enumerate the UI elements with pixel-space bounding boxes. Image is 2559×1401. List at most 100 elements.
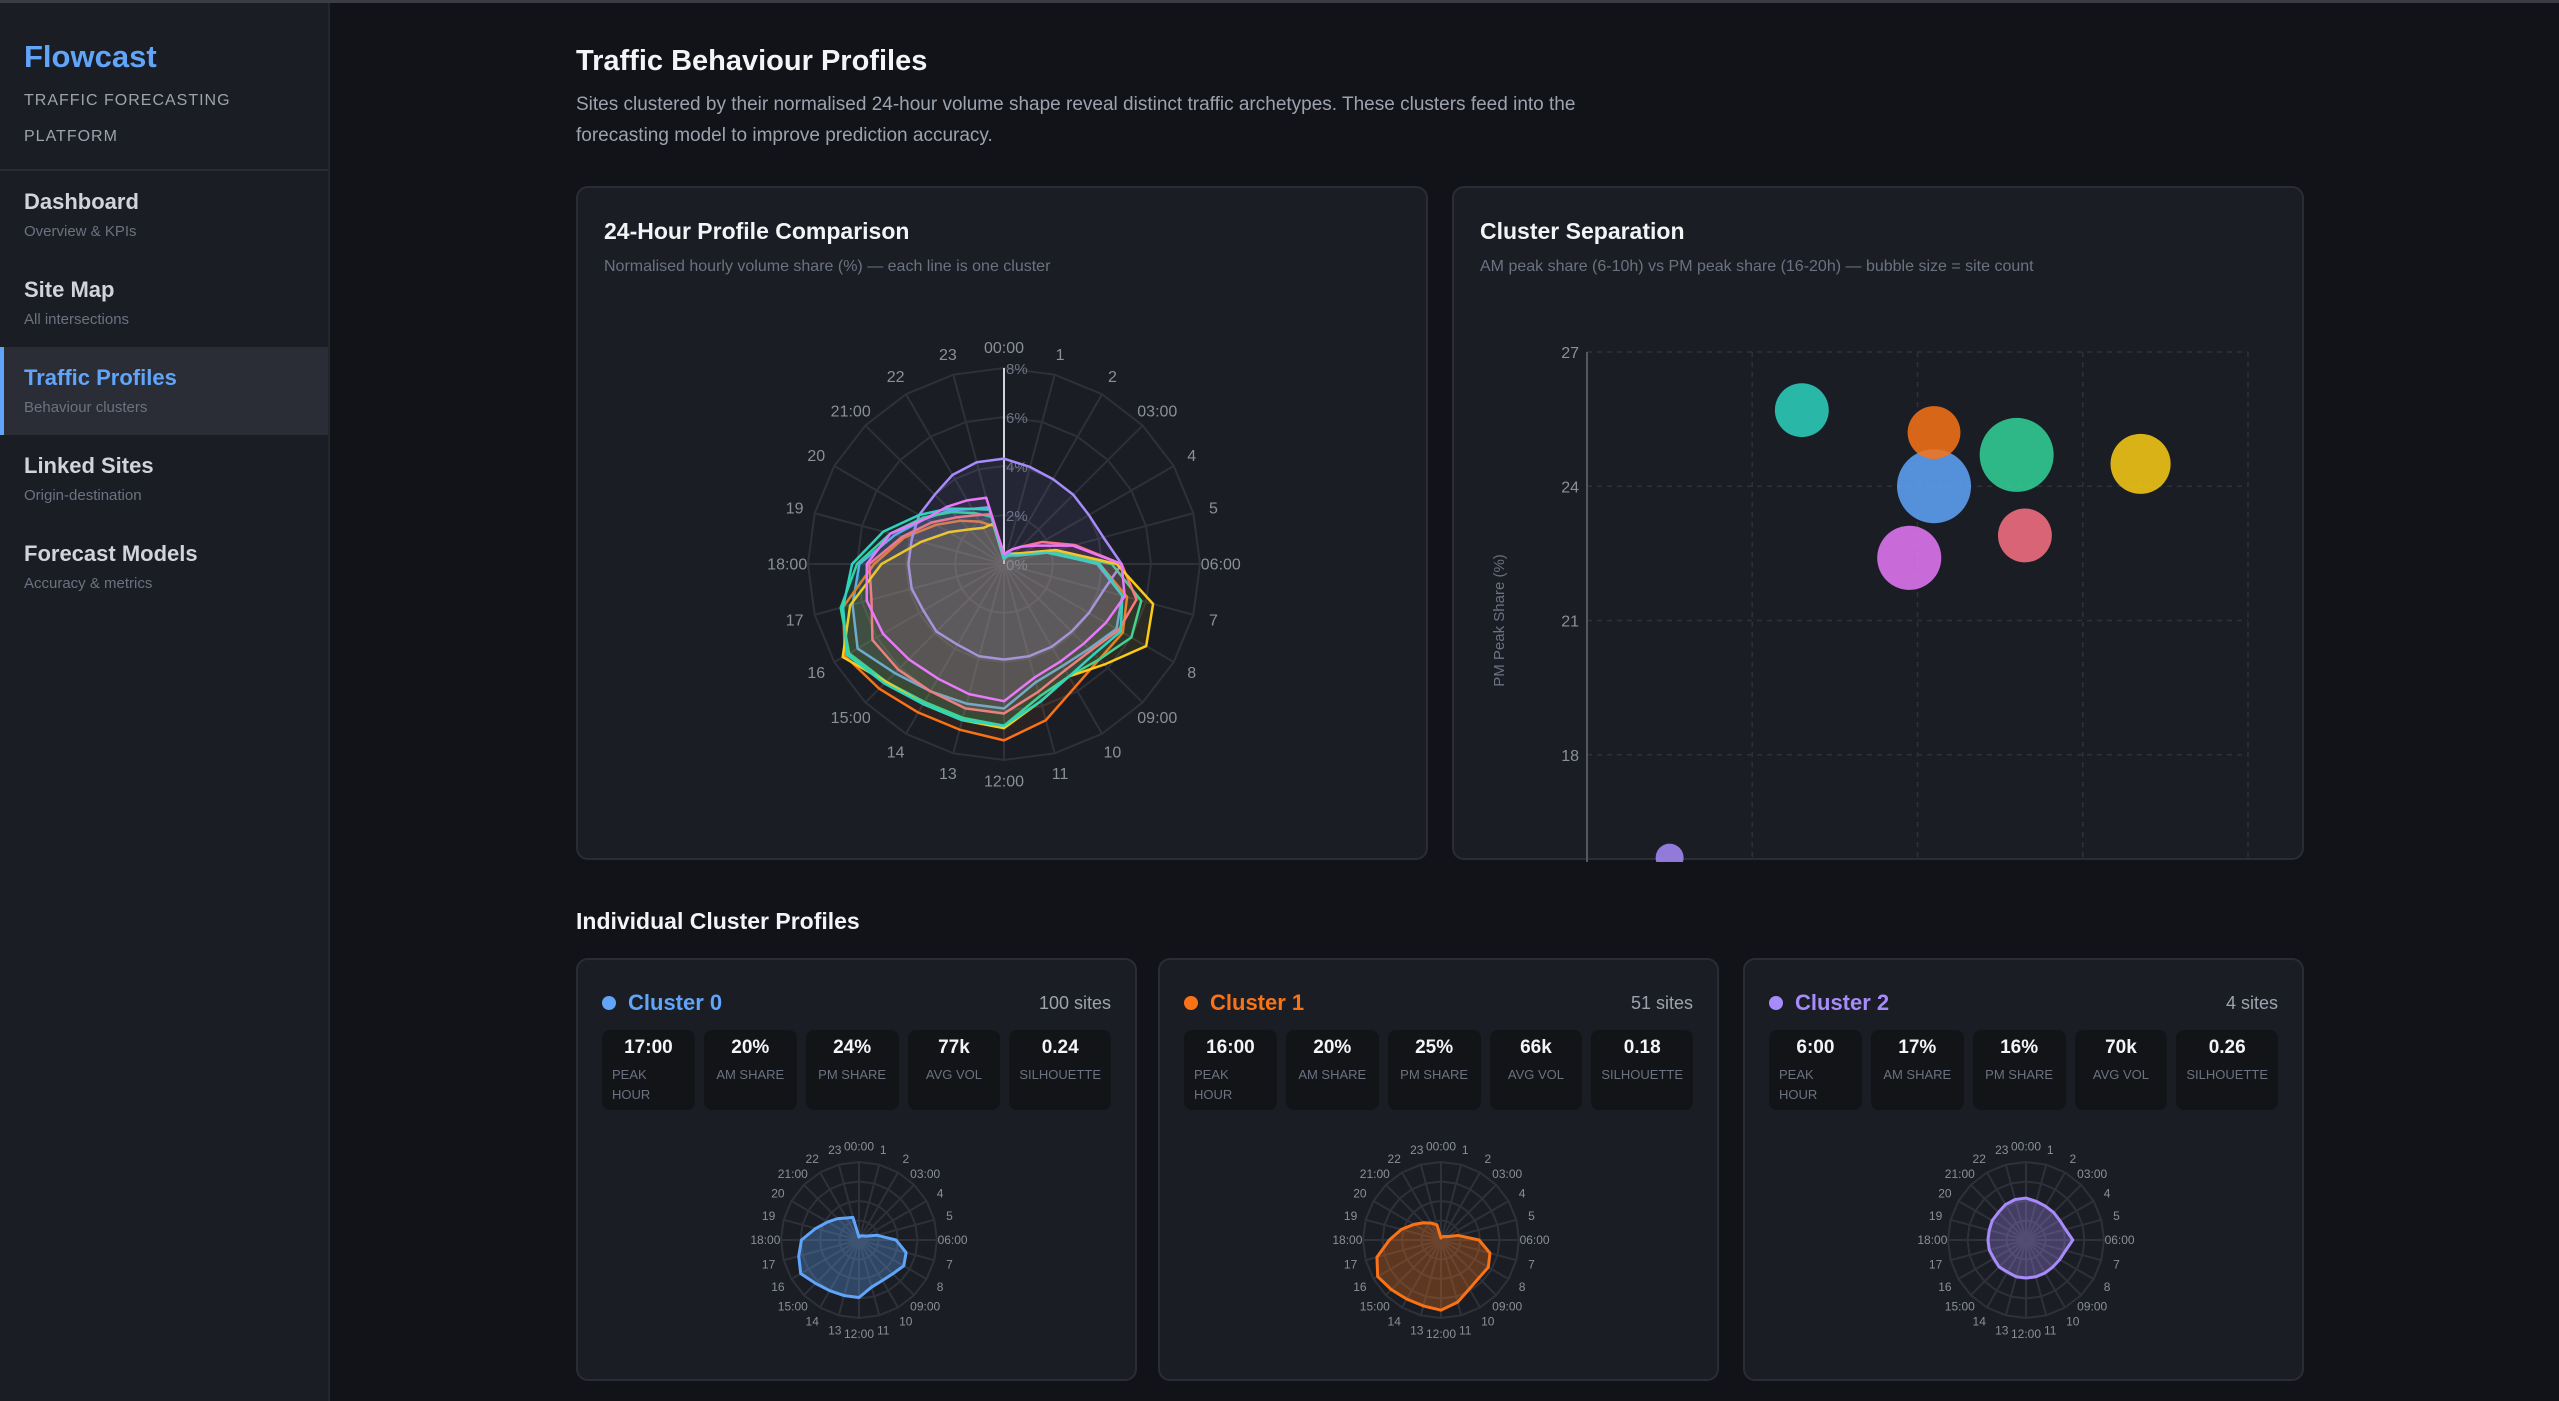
hour-label: 19 [762, 1209, 776, 1223]
cluster-name[interactable]: Cluster 1 [1210, 990, 1305, 1015]
radar-spoke [1957, 1200, 2027, 1241]
radar-spoke [1372, 1200, 1442, 1241]
sidebar-item-dashboard[interactable]: Dashboard Overview & KPIs [0, 171, 328, 259]
radar-spoke [1401, 1239, 1442, 1309]
hour-label: 4 [1187, 448, 1196, 465]
radar-spoke [858, 1239, 881, 1316]
metric-tile: 0.18 Silhouette [1591, 1030, 1693, 1110]
sidebar-item-linked-sites[interactable]: Linked Sites Origin-destination [0, 435, 328, 523]
series-cluster-0 [797, 1215, 908, 1300]
radar-chart[interactable]: 00:00 1 2 03:00 4 5 06:00 7 8 09:00 10 11 12:00 13 14 1… [578, 188, 1430, 862]
metric-tile: 20% AM Share [1285, 1030, 1379, 1110]
cluster-card: Cluster 1 51 sites 16:00 Peak Hour 20% AM Sha… [1158, 958, 1719, 1381]
hour-label: 14 [887, 744, 905, 761]
radar-spoke [2025, 1239, 2066, 1309]
radar-spoke [837, 1239, 860, 1316]
sidebar-nav: Dashboard Overview & KPIs Site Map All inte… [0, 171, 328, 611]
mini-radar-chart: 00:00 1203:004506:007809:00101112:0013141… [750, 1140, 968, 1341]
hour-label: 11 [2044, 1324, 2057, 1338]
cluster-color-dot-icon [602, 996, 616, 1010]
hour-label: 09:00 [1137, 710, 1177, 727]
hour-label: 5 [1209, 500, 1218, 517]
metric-label: Avg Vol [1507, 1067, 1565, 1082]
hour-label: 13 [939, 766, 957, 783]
hour-label: 1 [1056, 347, 1065, 364]
radar-spoke [803, 1239, 860, 1296]
metric-tile: 17:00 Peak Hour [602, 1030, 695, 1110]
radar-spoke [2025, 1239, 2048, 1316]
radar-spoke [1440, 1184, 1497, 1241]
brand-logo[interactable]: Flowcast [24, 39, 157, 74]
radar-grid-ring [799, 1180, 919, 1300]
metric-value: 16:00 [1206, 1037, 1255, 1058]
hour-label: 4 [1519, 1186, 1526, 1200]
hour-label: 06:00 [1201, 557, 1241, 574]
hour-label: 09:00 [910, 1299, 940, 1313]
series-cluster-4 [868, 513, 1138, 715]
hour-label: 10 [2066, 1314, 2080, 1328]
y-tick-label: 18 [1561, 748, 1579, 765]
hour-label: 21:00 [1360, 1167, 1390, 1181]
radar-grid-ring [1966, 1180, 2086, 1300]
bubble-chart[interactable]: 16182022241518212427PM Peak Share (%)AM … [1454, 188, 2306, 862]
radar-spoke [1950, 1239, 2027, 1262]
hour-label: 7 [1209, 613, 1218, 630]
bubble-cluster-1 [1907, 406, 1961, 459]
hour-label: 15:00 [1945, 1299, 1975, 1313]
hour-label: 22 [1973, 1152, 1987, 1166]
hour-label: 22 [806, 1152, 820, 1166]
radar-spoke [1003, 512, 1194, 565]
hour-label: 03:00 [910, 1167, 940, 1181]
cluster-name[interactable]: Cluster 0 [628, 990, 723, 1015]
radar-spoke [2025, 1239, 2095, 1280]
hour-label: 23 [939, 347, 957, 364]
mini-radar-chart: 00:00 1203:004506:007809:00101112:0013141… [1332, 1140, 1550, 1341]
radar-spoke [2004, 1164, 2027, 1241]
radar-spoke [2025, 1239, 2102, 1262]
metric-value: 6:00 [1796, 1037, 1835, 1058]
hour-label: 1 [2047, 1143, 2054, 1157]
hour-label: 15:00 [778, 1299, 808, 1313]
hour-label: 8 [1519, 1280, 1526, 1294]
hour-label: 10 [899, 1314, 913, 1328]
sidebar-item-site-map[interactable]: Site Map All intersections [0, 259, 328, 347]
metric-value: 17:00 [624, 1037, 673, 1058]
cluster-card-header: Cluster 0 100 sites [602, 988, 1111, 1018]
bubble-cluster-2 [1655, 843, 1684, 862]
hour-label: 12:00 [2011, 1327, 2041, 1341]
cluster-separation-card: Cluster Separation AM peak share (6-10h)… [1452, 186, 2306, 862]
hour-label: 23 [828, 1143, 842, 1157]
sidebar-item-sub: Behaviour clusters [24, 399, 148, 416]
hour-label: 00:00 [844, 1140, 874, 1154]
metric-value: 0.18 [1623, 1037, 1661, 1058]
card-title: Cluster Separation [1480, 218, 1685, 244]
radar-spoke [1440, 1239, 1510, 1280]
hour-label: 19 [786, 500, 804, 517]
cluster-name[interactable]: Cluster 2 [1795, 990, 1890, 1015]
hour-label: 1 [1462, 1143, 1469, 1157]
hour-label: 09:00 [2077, 1299, 2107, 1313]
radar-spoke [1419, 1164, 1442, 1241]
metrics-row: 6:00 Peak Hour 17% AM Share 16% PM Share 70k Av… [1769, 1030, 2278, 1110]
radar-spoke [2025, 1239, 2082, 1296]
radar-spoke [2025, 1164, 2048, 1241]
radar-spoke [814, 512, 1005, 565]
radar-grid-ring [1381, 1180, 1501, 1300]
hour-label: 4 [2104, 1186, 2111, 1200]
sidebar-item-traffic-profiles[interactable]: Traffic Profiles Behaviour clusters [0, 347, 328, 435]
radar-spoke [1003, 563, 1194, 616]
hour-label: 18:00 [1332, 1233, 1362, 1247]
radar-grid-ring [2005, 1219, 2047, 1261]
metric-value: 0.26 [2208, 1037, 2246, 1058]
hour-label: 22 [887, 369, 905, 386]
radar-spoke [1003, 563, 1144, 704]
metric-value: 70k [2105, 1037, 2137, 1058]
hour-label: 16 [807, 665, 825, 682]
hour-label: 2 [1108, 369, 1117, 386]
hour-label: 20 [807, 448, 825, 465]
radar-spoke [858, 1184, 915, 1241]
sidebar-item-forecast-models[interactable]: Forecast Models Accuracy & metrics [0, 523, 328, 611]
metric-value: 17% [1898, 1037, 1937, 1058]
cluster-color-dot-icon [1769, 996, 1783, 1010]
hour-label: 03:00 [1137, 403, 1177, 420]
